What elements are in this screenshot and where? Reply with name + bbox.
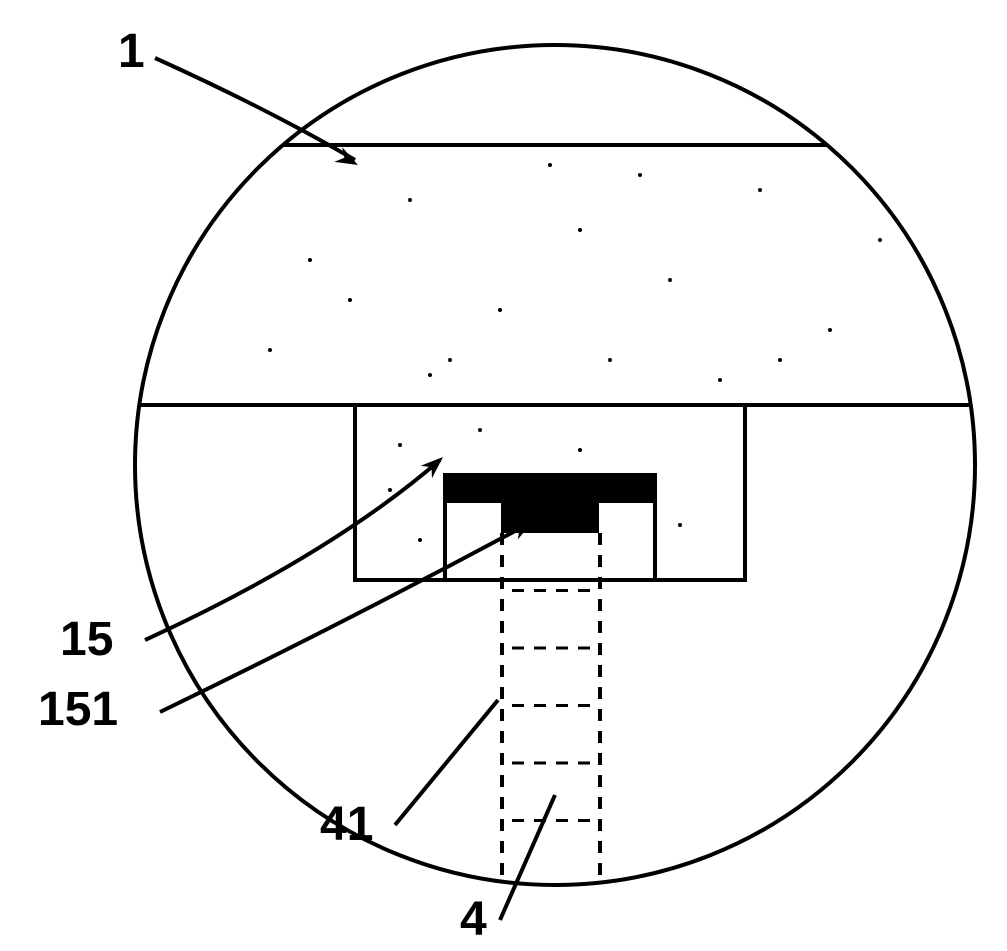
column [502, 533, 600, 878]
detail-circle [135, 45, 975, 885]
leader-15 [145, 460, 440, 640]
label-151: 151 [38, 682, 118, 737]
label-15: 15 [60, 612, 113, 667]
detail-diagram [0, 0, 1007, 951]
leader-1 [155, 58, 355, 160]
leader-151 [160, 523, 530, 712]
leader-4 [500, 795, 555, 920]
black-cap [445, 475, 655, 533]
label-1: 1 [118, 24, 145, 79]
label-41: 41 [320, 797, 373, 852]
label-4: 4 [460, 892, 487, 947]
leader-41 [395, 700, 498, 825]
